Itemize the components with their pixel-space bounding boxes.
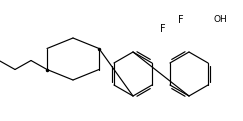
Text: F: F: [160, 24, 166, 34]
Text: F: F: [178, 15, 184, 25]
Text: OH: OH: [213, 15, 227, 24]
